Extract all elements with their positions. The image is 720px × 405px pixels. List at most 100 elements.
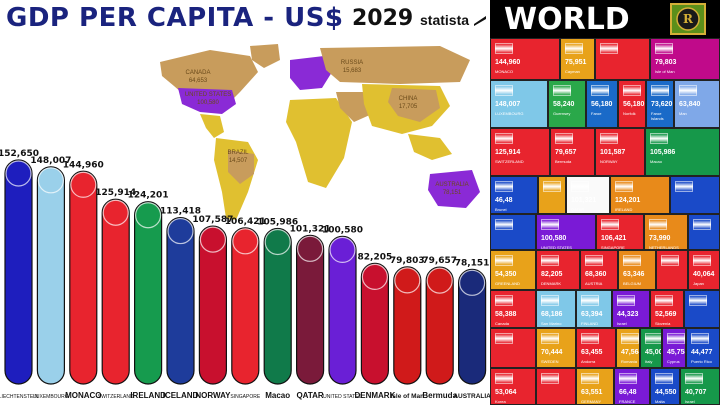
treemap-cell [688, 214, 720, 250]
treemap-country: MONACO [495, 69, 513, 74]
country-flag-icon [645, 333, 661, 344]
map-europe [290, 56, 332, 90]
logo-emblem-icon: R [676, 7, 700, 31]
bar-flag-icon [167, 217, 194, 245]
country-flag-icon [495, 333, 513, 344]
treemap-value: 144,960 [495, 59, 521, 66]
treemap-value: 46,48 [495, 197, 513, 204]
treemap-cell [595, 38, 650, 80]
treemap-value: 79,657 [555, 149, 577, 156]
treemap-country: SWITZERLAND [495, 159, 524, 164]
map-china [388, 88, 440, 122]
map-label-russia-value: 15,683 [343, 68, 362, 74]
treemap-cell: 56,180 Norfolk [618, 80, 646, 128]
treemap-country: NORWAY [600, 159, 618, 164]
country-flag-icon [495, 219, 513, 230]
header-bar: GDP PER CAPITA - US$ 2029 statista [0, 0, 490, 38]
treemap-country: BELGIUM [623, 281, 642, 286]
bar-value-label: 152,650 [0, 149, 39, 159]
bar-group: 100,580 UNITED STATES [322, 225, 363, 400]
treemap-value: 56,180 [623, 101, 645, 108]
bar-flag-icon [102, 199, 129, 226]
treemap-cell: 44,323 Israel [612, 290, 650, 328]
treemap-cell: 148,007 LUXEMBOURG [490, 80, 548, 128]
country-flag-icon [495, 181, 513, 192]
country-flag-icon [495, 295, 513, 306]
country-flag-icon [591, 85, 609, 96]
treemap-country: Isle of Man [655, 69, 675, 74]
country-flag-icon [495, 133, 513, 144]
bar-value-label: 78,151 [455, 258, 490, 268]
country-flag-icon [495, 255, 513, 266]
treemap-value: 63,394 [581, 311, 603, 318]
bar-category-label: Macao [265, 391, 290, 400]
treemap-cell: 124,201 IRELAND [610, 176, 670, 214]
treemap-cell [670, 176, 720, 214]
treemap-country: GREENLAND [495, 281, 520, 286]
treemap-cell: 44,550 Malta [650, 368, 680, 405]
map-central-america [200, 114, 224, 138]
treemap-value: 47,564 [621, 349, 639, 356]
map-label-usa-value: 100,580 [197, 100, 219, 106]
treemap-value: 45,758 [667, 349, 685, 356]
treemap-country: SINGAPORE [601, 245, 625, 250]
bar [425, 266, 454, 385]
treemap-value: 106,421 [601, 235, 627, 242]
country-flag-icon [541, 219, 559, 230]
country-flag-icon [693, 219, 711, 230]
bar-group: 148,007 LUXEMBOURG [30, 156, 71, 400]
treemap-country: FINLAND [581, 321, 599, 326]
treemap-country: Italy [645, 359, 653, 364]
treemap-country: NETHERLANDS [649, 245, 679, 250]
treemap-cell: 53,064 Korea [490, 368, 536, 405]
bar-category-label: MONACO [65, 391, 101, 400]
bar-flag-icon [394, 267, 421, 294]
country-flag-icon [689, 295, 707, 306]
country-flag-icon [600, 133, 618, 144]
treemap-country: Faroe Islands [651, 111, 664, 121]
country-flag-icon [651, 85, 669, 96]
bar-value-label: 113,418 [160, 207, 201, 217]
treemap-cell: 68,186 San Marino [536, 290, 576, 328]
map-southeast-asia [408, 134, 452, 160]
treemap-value: 125,914 [495, 149, 521, 156]
treemap-country: Slovenia [655, 321, 671, 326]
bar-value-label: 125,914 [95, 188, 136, 198]
map-middle-east [336, 92, 372, 122]
country-flag-icon [495, 85, 513, 96]
country-flag-icon [543, 181, 561, 192]
bar [393, 266, 422, 385]
treemap-cell: 79,803 Isle of Man [650, 38, 720, 80]
country-flag-icon [617, 295, 635, 306]
bar-value-label: 79,803 [390, 256, 425, 266]
treemap-cell: 70,444 SWEDEN [536, 328, 576, 368]
treemap-value: 82,205 [541, 271, 563, 278]
treemap-cell: 40,064 Japan [688, 250, 720, 290]
map-label-china-name: CHINA [399, 96, 418, 102]
bar-group: 125,914 SWITZERLAND [95, 188, 136, 400]
treemap-country: Canada [495, 321, 510, 326]
country-flag-icon [541, 373, 559, 384]
bar-flag-icon [426, 267, 453, 294]
treemap-value: 66,48 [619, 389, 637, 396]
treemap-cell [538, 176, 566, 214]
bar-category-label: SINGAPORE [230, 394, 260, 400]
country-flag-icon [581, 373, 599, 384]
bar-category-label: ICELAND [163, 391, 199, 400]
treemap-cell: 58,240 Guernsey [548, 80, 586, 128]
bar-group: 152,650 LIECHTENSTEIN [0, 149, 39, 400]
bar-category-label: AUSTRALIA [453, 393, 490, 400]
country-flag-icon [693, 255, 711, 266]
treemap-value: 70,444 [541, 349, 563, 356]
bar [231, 227, 260, 385]
treemap-country: IRELAND [615, 207, 633, 212]
treemap-country: San Marino [541, 321, 562, 326]
treemap-value: 45,000 [645, 349, 661, 356]
country-flag-icon [649, 219, 667, 230]
treemap-cell: 40,707 Israel [680, 368, 720, 405]
treemap-country: AUSTRIA [585, 281, 603, 286]
map-label-australia-value: 78,151 [443, 190, 462, 196]
map-label-china-value: 17,705 [399, 104, 418, 110]
bar-flag-icon [297, 235, 324, 262]
bar-group: 78,151 AUSTRALIA [453, 258, 490, 400]
